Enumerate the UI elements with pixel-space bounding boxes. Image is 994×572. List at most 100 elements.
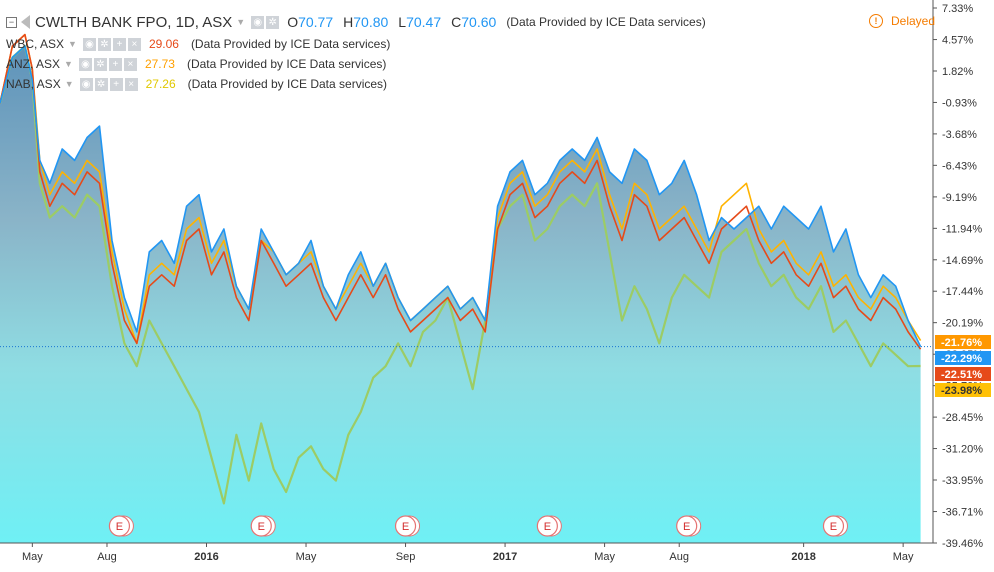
eye-icon[interactable]: ◉ (78, 57, 92, 71)
gear-icon[interactable]: ✲ (94, 77, 108, 91)
chevron-down-icon[interactable]: ▼ (64, 59, 73, 69)
compare-value: 29.06 (148, 37, 179, 51)
chevron-down-icon[interactable]: ▼ (64, 79, 74, 89)
earnings-label: E (544, 521, 551, 533)
gear-icon[interactable]: ✲ (266, 15, 280, 29)
legend-row-wbc: WBC, ASX ▼ ◉ ✲ + × 29.06 (Data Provided … (6, 34, 706, 54)
eye-icon[interactable]: ◉ (251, 15, 265, 29)
x-tick-label: 2018 (791, 551, 815, 563)
badge-bg (935, 367, 991, 381)
chevron-down-icon[interactable]: ▼ (236, 17, 246, 27)
compare-symbol[interactable]: NAB, ASX (6, 77, 61, 91)
y-tick-label: -20.19% (942, 318, 983, 330)
earnings-label: E (258, 521, 265, 533)
series-line-nab (0, 44, 921, 505)
compare-value: 27.26 (145, 77, 176, 91)
close-icon[interactable]: × (127, 37, 141, 51)
data-provider-note: (Data Provided by ICE Data services) (186, 57, 387, 71)
last-value-badge: -22.29% (935, 351, 991, 365)
last-value-badge: -23.98% (935, 383, 991, 397)
y-tick-label: -33.95% (942, 475, 983, 487)
eye-icon[interactable]: ◉ (79, 77, 93, 91)
earnings-marker (108, 515, 131, 537)
y-tick-label: -9.19% (942, 192, 977, 204)
warning-icon: ! (869, 14, 883, 28)
data-provider-note: (Data Provided by ICE Data services) (190, 37, 391, 51)
x-tick-label: Sep (396, 551, 416, 563)
compare-symbol[interactable]: WBC, ASX (6, 37, 65, 51)
compare-buttons: ◉ ✲ + × (78, 57, 137, 71)
plus-icon[interactable]: + (108, 57, 122, 71)
earnings-label: E (830, 521, 837, 533)
x-tick-label: May (893, 551, 914, 563)
x-tick-label: Aug (97, 551, 117, 563)
x-tick-label: May (296, 551, 317, 563)
data-provider-note: (Data Provided by ICE Data services) (187, 77, 388, 91)
series-lines (0, 33, 922, 505)
y-axis[interactable]: 7.33% 4.57% 1.82% -0.93% -3.68% -6.43% -9.19% -… (932, 0, 983, 550)
eye-icon[interactable]: ◉ (82, 37, 96, 51)
plus-icon[interactable]: + (109, 77, 123, 91)
x-tick-label: 2017 (493, 551, 517, 563)
earnings-label: E (683, 521, 690, 533)
y-tick-label: -39.46% (942, 538, 983, 550)
delayed-status[interactable]: ! Delayed (869, 14, 935, 28)
earnings-label: E (116, 521, 123, 533)
delayed-label: Delayed (891, 14, 936, 28)
plus-icon[interactable]: + (112, 37, 126, 51)
earnings-label: E (402, 521, 409, 533)
ohlc-high: H70.80 (343, 14, 389, 30)
close-icon[interactable]: × (123, 57, 137, 71)
x-axis[interactable]: May Aug 2016 May Sep 2017 May Aug 2018 May (0, 542, 933, 563)
y-tick-label: -28.45% (942, 412, 983, 424)
legend: − CWLTH BANK FPO, 1D, ASX ▼ ◉ ✲ O70.77 H… (6, 10, 706, 94)
y-tick-label: -0.93% (942, 97, 977, 109)
earnings-marker (250, 515, 272, 537)
close-icon[interactable]: × (124, 77, 138, 91)
series-line-wbc (0, 33, 922, 350)
compare-buttons: ◉ ✲ + × (82, 37, 141, 51)
y-tick-label: -6.43% (942, 160, 977, 172)
last-value-badge: -21.76% (935, 335, 991, 349)
series-line-cwlth-bank-fpo (0, 45, 922, 348)
legend-row-nab: NAB, ASX ▼ ◉ ✲ + × 27.26 (Data Provided … (6, 74, 706, 94)
ohlc-close: C70.60 (451, 14, 497, 30)
badge-label: -21.76% (941, 337, 982, 349)
badge-label: -22.51% (941, 369, 982, 381)
gear-icon[interactable]: ✲ (93, 57, 107, 71)
y-tick-label: 1.82% (942, 66, 973, 78)
earnings-marker (822, 515, 845, 537)
flag-icon[interactable] (21, 15, 30, 29)
gear-icon[interactable]: ✲ (97, 37, 111, 51)
compare-buttons: ◉ ✲ + × (79, 77, 138, 91)
chevron-down-icon[interactable]: ▼ (68, 39, 77, 49)
legend-main-row: − CWLTH BANK FPO, 1D, ASX ▼ ◉ ✲ O70.77 H… (6, 10, 706, 34)
collapse-icon[interactable]: − (6, 16, 17, 28)
y-tick-label: -3.68% (942, 129, 977, 141)
compare-symbol[interactable]: ANZ, ASX (6, 57, 61, 71)
earnings-marker (394, 515, 417, 537)
badge-bg (935, 351, 991, 365)
main-symbol-title[interactable]: CWLTH BANK FPO, 1D, ASX (35, 13, 233, 31)
badge-label: -23.98% (941, 385, 982, 397)
x-tick-label: May (594, 551, 615, 563)
last-value-badge: -22.51% (935, 367, 991, 381)
data-provider-note: (Data Provided by ICE Data services) (506, 15, 706, 29)
area-layer (0, 46, 921, 543)
earnings-marker (536, 515, 558, 537)
y-tick-label: -14.69% (942, 255, 983, 267)
y-tick-label: -31.20% (942, 444, 983, 456)
ohlc-open: O70.77 (287, 14, 334, 30)
y-tick-label: -36.71% (942, 507, 983, 519)
y-tick-label: 4.57% (942, 35, 973, 47)
x-tick-label: 2016 (194, 551, 218, 563)
x-tick-label: May (22, 551, 43, 563)
y-tick-label: -17.44% (942, 286, 983, 298)
compare-value: 27.73 (144, 57, 175, 71)
y-tick-label: 7.33% (942, 3, 973, 15)
legend-row-anz: ANZ, ASX ▼ ◉ ✲ + × 27.73 (Data Provided … (6, 54, 706, 74)
x-tick-label: Aug (669, 551, 689, 563)
